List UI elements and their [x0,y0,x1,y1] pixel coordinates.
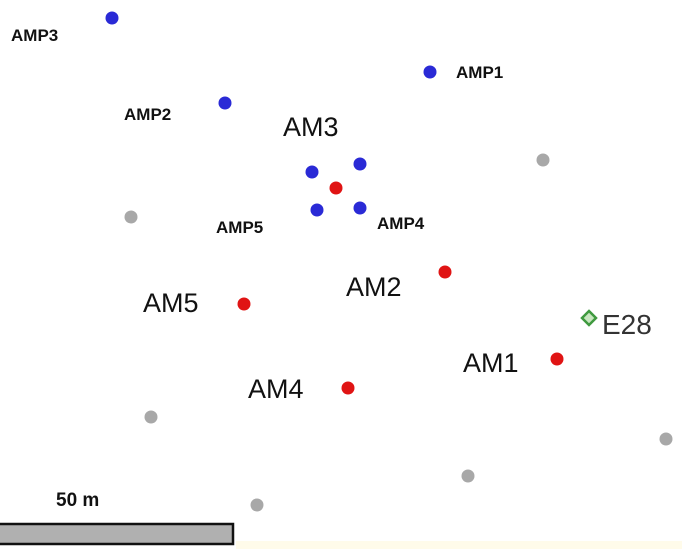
am3-cluster-point-a[interactable] [305,165,319,179]
label-e28: E28 [602,309,652,340]
amp2-point[interactable] [218,96,232,110]
label-am1: AM1 [463,348,519,378]
label-amp4: AMP4 [377,214,425,233]
label-am2: AM2 [346,272,402,302]
other-point [461,469,475,483]
label-amp2: AMP2 [124,105,171,124]
label-amp3: AMP3 [11,26,58,45]
am4-point[interactable] [341,381,355,395]
am2-point[interactable] [438,265,452,279]
amp3-point[interactable] [105,11,119,25]
amp5-point[interactable] [310,203,324,217]
amp4-point[interactable] [353,201,367,215]
bottom-strip [236,541,682,549]
green-diamond-icon[interactable] [580,309,598,327]
label-am4: AM4 [248,374,304,404]
other-point [659,432,673,446]
label-am5: AM5 [143,288,199,318]
other-point [536,153,550,167]
other-points [124,153,673,512]
amp-points [105,11,437,217]
label-amp5: AMP5 [216,218,263,237]
am3-point[interactable] [329,181,343,195]
scale-bar [0,522,235,546]
scale-bar-label: 50 m [56,490,99,511]
other-point [144,410,158,424]
am-points [237,181,564,395]
label-am3: AM3 [283,112,339,142]
am1-point[interactable] [550,352,564,366]
amp1-point[interactable] [423,65,437,79]
other-point [124,210,138,224]
am5-point[interactable] [237,297,251,311]
label-amp1: AMP1 [456,63,503,82]
other-point [250,498,264,512]
am3-cluster-point-b[interactable] [353,157,367,171]
